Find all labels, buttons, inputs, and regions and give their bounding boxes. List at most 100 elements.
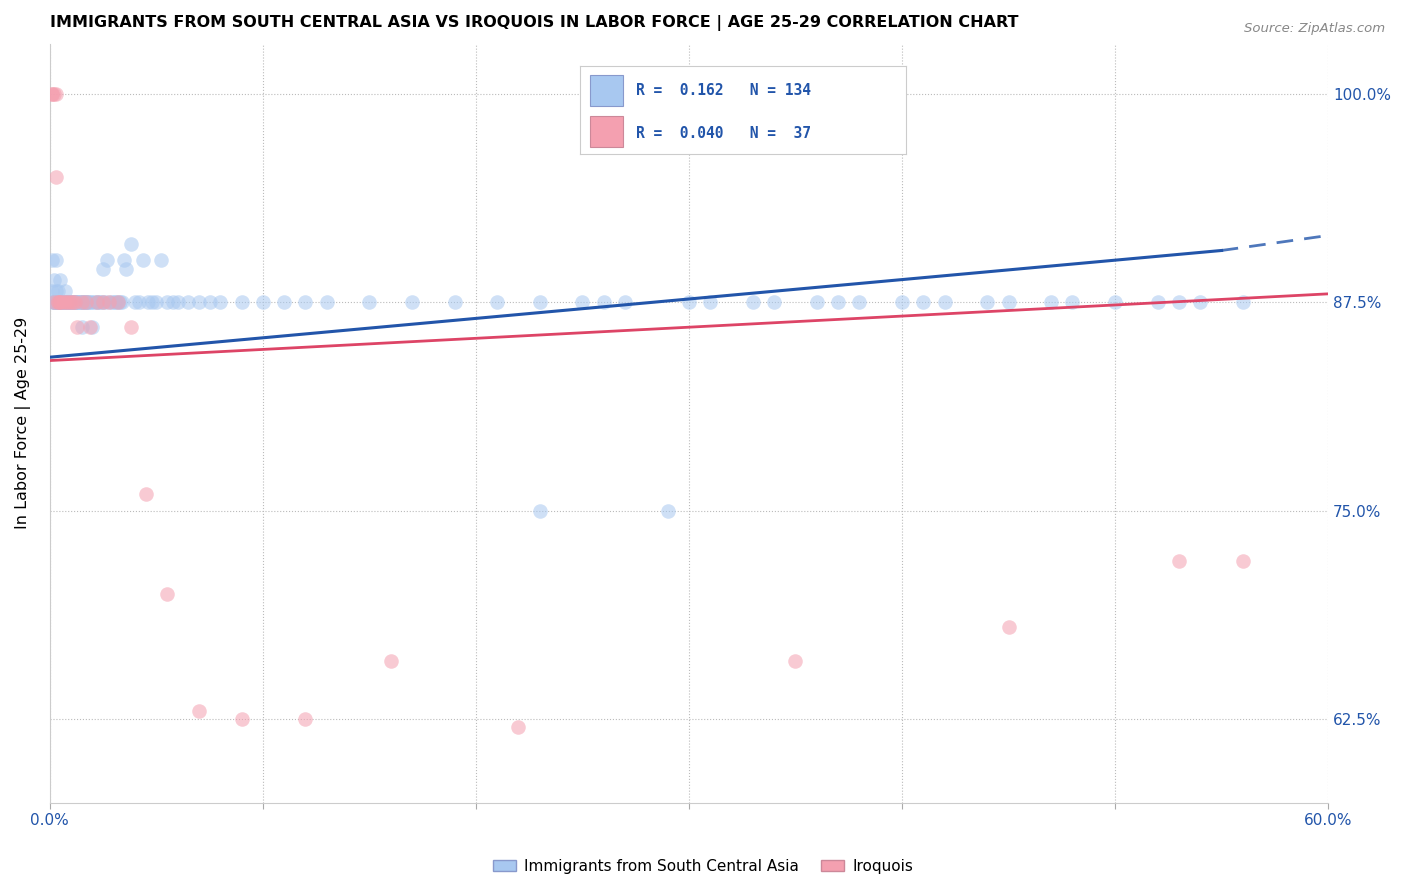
Point	[45, 253, 67, 268]
Point	[46, 295, 69, 310]
Point	[42, 295, 65, 310]
Point	[380, 654, 402, 668]
Point	[73, 295, 96, 310]
Point	[56, 295, 79, 310]
Point	[1232, 295, 1254, 310]
Point	[443, 295, 465, 310]
Point	[42, 295, 65, 310]
Point	[1146, 295, 1168, 310]
Point	[53, 295, 76, 310]
Point	[98, 295, 121, 310]
Point	[82, 320, 104, 334]
Point	[91, 295, 114, 310]
Point	[934, 295, 956, 310]
Point	[82, 295, 104, 310]
Point	[62, 295, 84, 310]
Point	[699, 295, 721, 310]
Point	[53, 295, 76, 310]
Point	[46, 295, 69, 310]
Point	[62, 295, 84, 310]
Point	[41, 295, 63, 310]
Point	[997, 295, 1019, 310]
Point	[53, 284, 76, 298]
Point	[763, 295, 786, 310]
Point	[976, 295, 998, 310]
Point	[141, 295, 163, 310]
Point	[891, 295, 914, 310]
Point	[51, 295, 73, 310]
Point	[177, 295, 200, 310]
Point	[1104, 295, 1126, 310]
Point	[112, 253, 135, 268]
Point	[91, 295, 114, 310]
Point	[135, 487, 157, 501]
Point	[66, 295, 89, 310]
Point	[100, 295, 122, 310]
Point	[107, 295, 129, 310]
Point	[75, 295, 97, 310]
Point	[104, 295, 127, 310]
Point	[79, 320, 101, 334]
Point	[70, 320, 93, 334]
Point	[741, 295, 763, 310]
Point	[1232, 554, 1254, 568]
Point	[60, 295, 83, 310]
Point	[156, 295, 179, 310]
Point	[75, 295, 97, 310]
Point	[187, 704, 209, 718]
Point	[294, 295, 316, 310]
Point	[98, 295, 121, 310]
Point	[103, 295, 125, 310]
Point	[231, 712, 253, 726]
Point	[60, 295, 83, 310]
Point	[41, 87, 63, 101]
Point	[53, 295, 76, 310]
Point	[294, 712, 316, 726]
Point	[45, 284, 67, 298]
Point	[51, 295, 73, 310]
Point	[77, 295, 100, 310]
Point	[678, 295, 700, 310]
Point	[60, 295, 83, 310]
Point	[45, 87, 67, 101]
Point	[657, 503, 679, 517]
Point	[58, 295, 80, 310]
Point	[70, 295, 93, 310]
Point	[42, 295, 65, 310]
Point	[56, 295, 79, 310]
Point	[592, 295, 614, 310]
Point	[997, 620, 1019, 634]
Point	[62, 295, 84, 310]
Point	[56, 295, 79, 310]
Point	[1168, 554, 1191, 568]
Point	[1062, 295, 1084, 310]
Point	[46, 295, 69, 310]
Point	[401, 295, 423, 310]
Point	[45, 295, 67, 310]
Point	[60, 295, 83, 310]
Point	[912, 295, 935, 310]
Point	[827, 295, 849, 310]
Point	[49, 295, 72, 310]
Point	[41, 253, 63, 268]
Point	[51, 295, 73, 310]
Point	[252, 295, 274, 310]
Point	[42, 87, 65, 101]
Point	[209, 295, 232, 310]
Point	[65, 295, 87, 310]
Point	[65, 295, 87, 310]
Point	[58, 295, 80, 310]
Point	[70, 295, 93, 310]
Point	[53, 295, 76, 310]
Point	[166, 295, 188, 310]
Point	[231, 295, 253, 310]
Text: Source: ZipAtlas.com: Source: ZipAtlas.com	[1244, 22, 1385, 36]
Point	[1040, 295, 1063, 310]
Point	[66, 320, 89, 334]
Point	[128, 295, 150, 310]
Point	[162, 295, 184, 310]
Point	[49, 295, 72, 310]
Point	[77, 295, 100, 310]
Point	[56, 295, 79, 310]
Point	[848, 295, 870, 310]
